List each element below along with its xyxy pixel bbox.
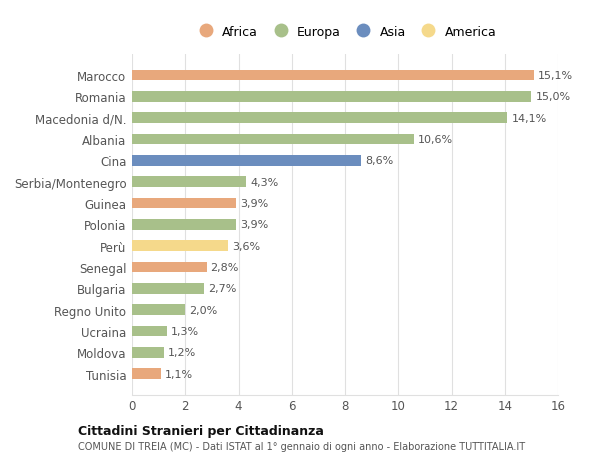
Text: 2,0%: 2,0% bbox=[189, 305, 217, 315]
Bar bbox=[132, 177, 247, 188]
Text: 8,6%: 8,6% bbox=[365, 156, 393, 166]
Text: 3,6%: 3,6% bbox=[232, 241, 260, 251]
Text: 1,3%: 1,3% bbox=[170, 326, 199, 336]
Bar bbox=[132, 198, 236, 209]
Bar bbox=[132, 305, 185, 315]
Text: 15,1%: 15,1% bbox=[538, 71, 573, 81]
Text: 15,0%: 15,0% bbox=[535, 92, 571, 102]
Text: 3,9%: 3,9% bbox=[240, 199, 268, 208]
Bar bbox=[132, 156, 361, 166]
Bar bbox=[132, 92, 532, 102]
Legend: Africa, Europa, Asia, America: Africa, Europa, Asia, America bbox=[188, 21, 502, 44]
Bar bbox=[132, 71, 534, 81]
Text: 10,6%: 10,6% bbox=[418, 135, 454, 145]
Text: COMUNE DI TREIA (MC) - Dati ISTAT al 1° gennaio di ogni anno - Elaborazione TUTT: COMUNE DI TREIA (MC) - Dati ISTAT al 1° … bbox=[78, 441, 525, 451]
Bar bbox=[132, 284, 204, 294]
Text: 2,7%: 2,7% bbox=[208, 284, 236, 294]
Text: 4,3%: 4,3% bbox=[250, 177, 279, 187]
Bar bbox=[132, 113, 508, 124]
Text: 1,2%: 1,2% bbox=[168, 348, 196, 358]
Bar bbox=[132, 219, 236, 230]
Text: 2,8%: 2,8% bbox=[211, 263, 239, 273]
Text: Cittadini Stranieri per Cittadinanza: Cittadini Stranieri per Cittadinanza bbox=[78, 424, 324, 437]
Bar bbox=[132, 369, 161, 379]
Text: 3,9%: 3,9% bbox=[240, 220, 268, 230]
Text: 14,1%: 14,1% bbox=[511, 113, 547, 123]
Bar bbox=[132, 262, 206, 273]
Text: 1,1%: 1,1% bbox=[165, 369, 193, 379]
Bar bbox=[132, 326, 167, 337]
Bar bbox=[132, 134, 414, 145]
Bar bbox=[132, 347, 164, 358]
Bar bbox=[132, 241, 228, 252]
